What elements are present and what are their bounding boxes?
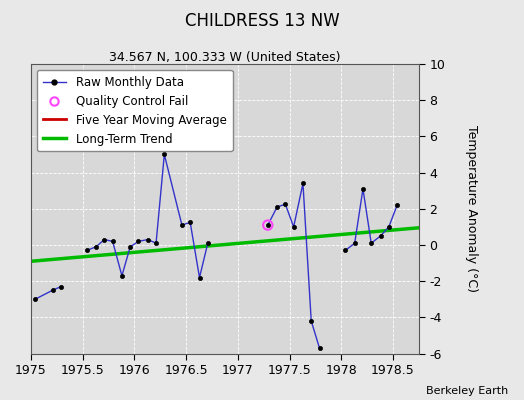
- Text: CHILDRESS 13 NW: CHILDRESS 13 NW: [184, 12, 340, 30]
- Y-axis label: Temperature Anomaly (°C): Temperature Anomaly (°C): [465, 125, 477, 292]
- Point: [264, 222, 272, 228]
- Legend: Raw Monthly Data, Quality Control Fail, Five Year Moving Average, Long-Term Tren: Raw Monthly Data, Quality Control Fail, …: [37, 70, 233, 152]
- Title: 34.567 N, 100.333 W (United States): 34.567 N, 100.333 W (United States): [109, 51, 341, 64]
- Text: Berkeley Earth: Berkeley Earth: [426, 386, 508, 396]
